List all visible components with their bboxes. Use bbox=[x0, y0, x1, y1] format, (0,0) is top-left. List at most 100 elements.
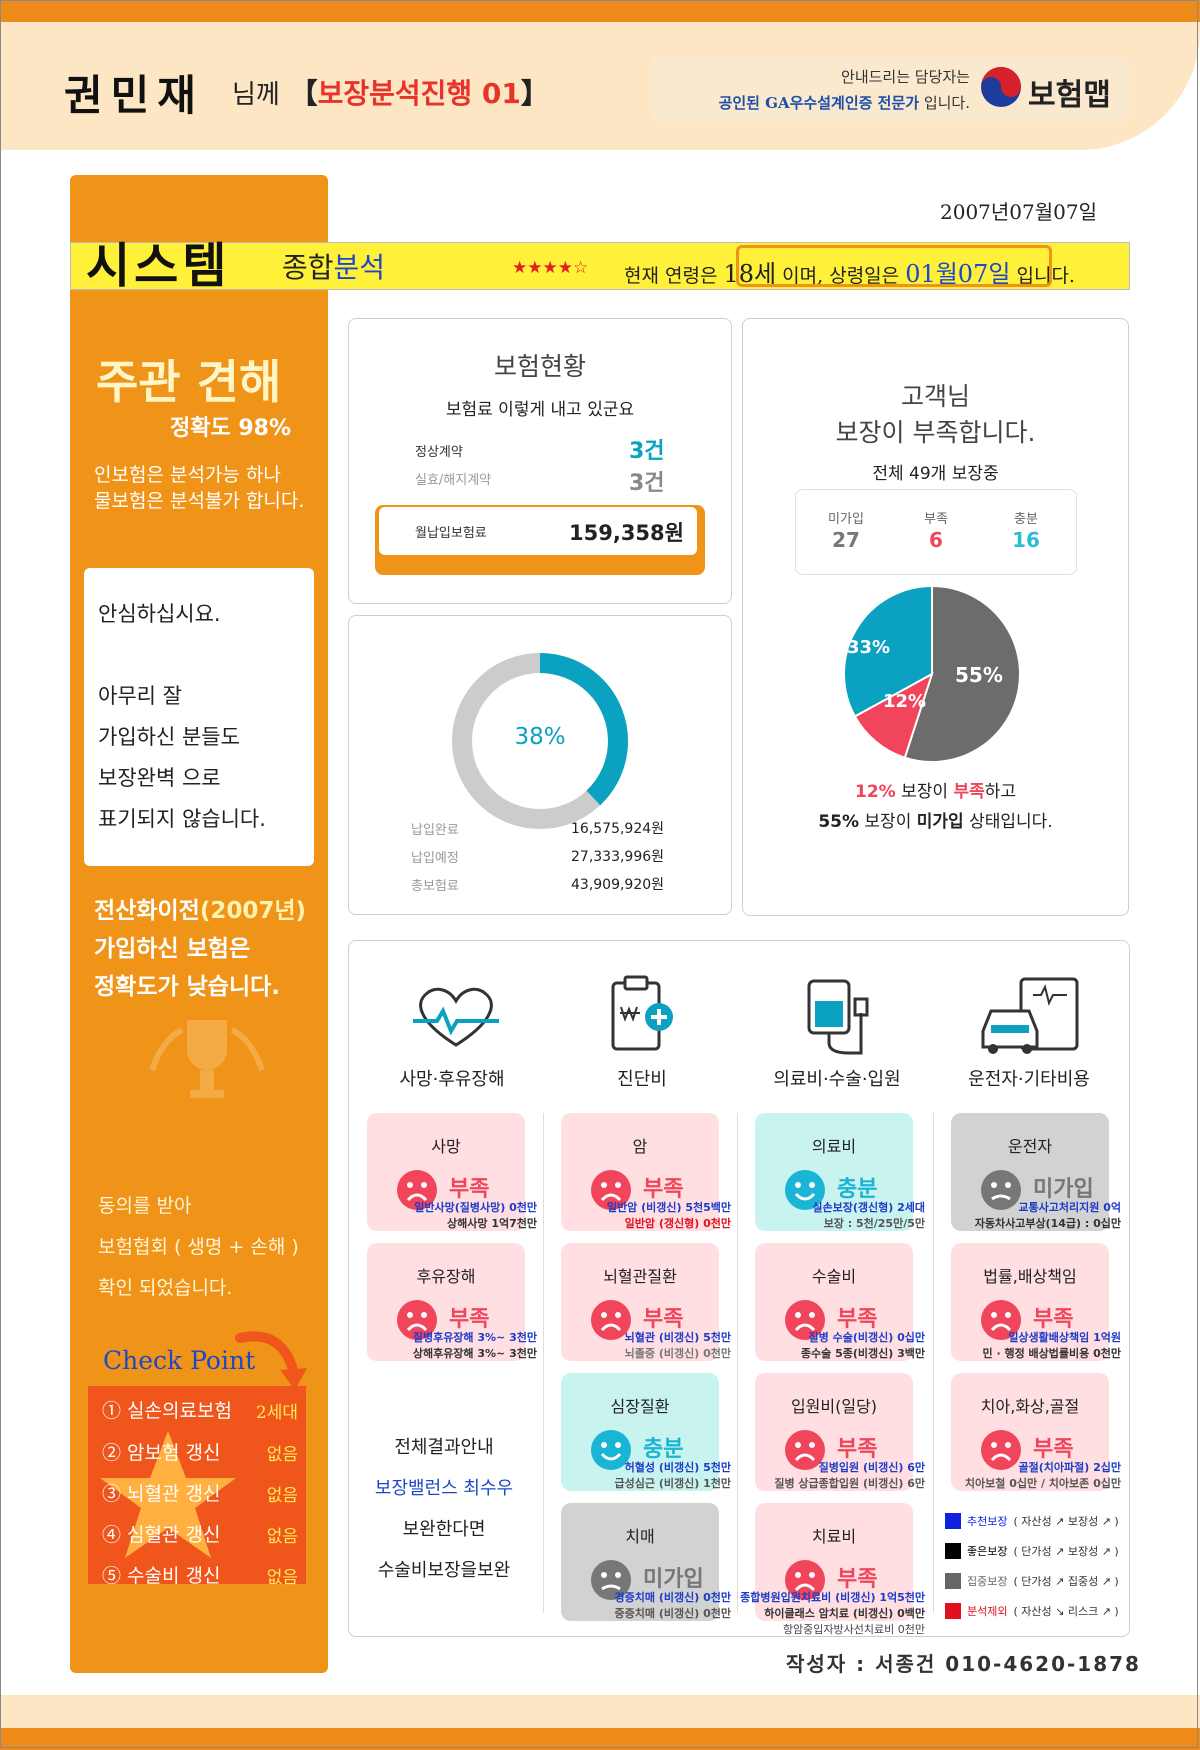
monthly-premium-inner: 월납입보험료 159,358원 bbox=[377, 505, 699, 557]
tile-line2: 치아보철 0십만 / 치아보존 0십만 bbox=[964, 1477, 1121, 1490]
checkpoint-label-4: ④ 심혈관 갱신 bbox=[102, 1524, 221, 1546]
heart-pulse-icon bbox=[413, 987, 499, 1047]
legend-label: 분석제외 bbox=[967, 1605, 1008, 1618]
trophy-watermark-icon bbox=[149, 1020, 265, 1098]
tile-status: 미가입 bbox=[1033, 1177, 1094, 1202]
tile-status: 부족 bbox=[837, 1307, 878, 1332]
tile-driver[interactable]: 운전자 미가입 교통사고처리지원 0억 자동차사고부상(14급) : 0십만 bbox=[951, 1113, 1121, 1231]
sad-face-icon bbox=[397, 1170, 437, 1210]
tile-line1: 실손보장(갱신형) 2세대 bbox=[812, 1201, 925, 1214]
note2-word: 미가입 bbox=[916, 812, 964, 832]
car-document-icon bbox=[981, 977, 1079, 1054]
monthly-premium-value: 159,358원 bbox=[569, 521, 684, 545]
checkpoint-label-5: ⑤ 수술비 갱신 bbox=[102, 1565, 221, 1587]
tile-title: 치료비 bbox=[811, 1527, 857, 1546]
contact-rest: 입니다. bbox=[919, 94, 970, 112]
lapsed-contract-value: 3건 bbox=[629, 471, 665, 496]
checkpoint-label-1: ① 실손의료보험 bbox=[102, 1400, 232, 1422]
sad-face-icon bbox=[785, 1560, 825, 1600]
agree-line1: 동의를 받아 bbox=[98, 1195, 192, 1217]
tile-title: 심장질환 bbox=[610, 1397, 670, 1416]
pre-2007-note: 전산화이전(2007년) 가입하신 보험은 정확도가 낮습니다. bbox=[94, 892, 306, 1006]
legend-desc: ( 자산성 ↗ 보장성 ↗ ) bbox=[1013, 1515, 1119, 1528]
tile-disability[interactable]: 후유장해 부족 질병후유장해 3%~ 3천만 상해후유장해 3%~ 3천만 bbox=[367, 1243, 537, 1361]
result-line3: 보완한다면 bbox=[402, 1519, 486, 1540]
tile-dental[interactable]: 치아,화상,골절 부족 골절(치아파절) 2십만 치아보철 0십만 / 치아보존… bbox=[951, 1373, 1121, 1491]
coverage-pie-chart bbox=[843, 584, 1021, 763]
monthly-premium-label: 월납입보험료 bbox=[415, 526, 487, 541]
result-line2: 보장밸런스 최수우 bbox=[374, 1478, 514, 1499]
tile-surgery[interactable]: 수술비 부족 질병 수술(비갱신) 0십만 종수술 5종(비갱신) 3백만 bbox=[755, 1243, 925, 1361]
tile-treatment[interactable]: 치료비 부족 종합병원입원치료비 (비갱신) 1억5천만 하이클래스 암치료 (… bbox=[740, 1503, 925, 1636]
checkpoint-value-1: 2세대 bbox=[255, 1403, 298, 1423]
tile-death[interactable]: 사망 부족 일반사망(질병사망) 0천만 상해사망 1억7천만 bbox=[367, 1113, 537, 1231]
pre-line1-a: 전산화이전 bbox=[94, 898, 200, 924]
tile-line2: 중증치매 (비갱신) 0천만 bbox=[614, 1607, 731, 1620]
enough-value: 16 bbox=[1012, 528, 1040, 552]
tile-line1: 교통사고처리지원 0억 bbox=[1018, 1201, 1121, 1214]
total-label: 총보험료 bbox=[411, 879, 459, 894]
tile-status: 부족 bbox=[643, 1177, 684, 1202]
tile-brain[interactable]: 뇌혈관질환 부족 뇌혈관 (비갱신) 5천만 뇌졸중 (비갱신) 0천만 bbox=[561, 1243, 731, 1361]
tile-line1: 골절(치아파절) 2십만 bbox=[1018, 1461, 1122, 1474]
not-joined-label: 미가입 bbox=[828, 512, 864, 527]
tile-status: 부족 bbox=[643, 1307, 684, 1332]
happy-face-icon bbox=[591, 1430, 631, 1470]
checkpoint-list: ① 실손의료보험 2세대 ② 암보험 갱신 없음 ③ 뇌혈관 갱신 없음 ④ 심… bbox=[88, 1386, 306, 1588]
legend-desc: ( 단가성 ↗ 집중성 ↗ ) bbox=[1013, 1575, 1119, 1588]
pie-slice-미가입 bbox=[903, 584, 1021, 763]
tile-line2: 보장 : 5천/25만/5만 bbox=[823, 1217, 925, 1230]
tile-hospital[interactable]: 입원비(일당) 부족 질병입원 (비갱신) 6만 질병 상급종합입원 (비갱신)… bbox=[755, 1373, 925, 1491]
result-line1: 전체결과안내 bbox=[394, 1437, 494, 1458]
contact-bold: 공인된 GA우수설계인증 전문가 bbox=[718, 94, 920, 112]
normal-contract-value: 3건 bbox=[629, 439, 665, 464]
legend-swatch bbox=[945, 1573, 961, 1589]
coverage-stats-box: 미가입 27 부족 6 충분 16 bbox=[795, 489, 1077, 575]
age-line: 현재 연령은 18세 이며, 상령일은 01월07일 입니다. bbox=[624, 254, 1075, 289]
tile-status: 충분 bbox=[643, 1437, 684, 1462]
tile-liability[interactable]: 법률,배상책임 부족 일상생활배상책임 1억원 민 · 행정 배상법률비용 0천… bbox=[951, 1243, 1121, 1361]
pre-line1-b: (2007년) bbox=[199, 898, 307, 924]
iv-bag-icon bbox=[807, 979, 869, 1055]
honorific: 님께 bbox=[232, 80, 280, 110]
tile-title: 입원비(일당) bbox=[790, 1397, 878, 1416]
tile-medical[interactable]: 의료비 충분 실손보장(갱신형) 2세대 보장 : 5천/25만/5만 bbox=[755, 1113, 925, 1231]
tile-line2: 상해후유장해 3%~ 3천만 bbox=[412, 1347, 537, 1360]
result-line4: 수술비보장을보완 bbox=[377, 1560, 511, 1581]
due-label: 납입예정 bbox=[411, 851, 459, 866]
bracket-close: 】 bbox=[520, 77, 549, 110]
tile-line2: 상해사망 1억7천만 bbox=[447, 1217, 537, 1230]
tile-cancer[interactable]: 암 부족 일반암 (비갱신) 5천5백만 일반암 (갱신형) 0천만 bbox=[561, 1113, 731, 1231]
clipboard-medical-icon bbox=[611, 975, 673, 1051]
age-date: 01월07일 bbox=[905, 260, 1011, 288]
tile-title: 의료비 bbox=[811, 1137, 857, 1156]
tile-line1: 질병입원 (비갱신) 6만 bbox=[818, 1461, 925, 1474]
report-title: 님께 【보장분석진행 01】 bbox=[232, 72, 549, 112]
tile-title: 운전자 bbox=[1007, 1137, 1053, 1156]
customer-name: 권민재 bbox=[64, 71, 204, 120]
donut-fill bbox=[452, 653, 628, 829]
checkpoint-value-2: 없음 bbox=[266, 1445, 298, 1465]
tile-title: 치아,화상,골절 bbox=[980, 1397, 1080, 1416]
sad-face-icon bbox=[981, 1430, 1021, 1470]
age-value: 18세 bbox=[723, 260, 777, 288]
tile-dementia[interactable]: 치매 미가입 경증치매 (비갱신) 0천만 중증치매 (비갱신) 0천만 bbox=[561, 1503, 731, 1621]
sad-face-icon bbox=[591, 1170, 631, 1210]
tile-status: 부족 bbox=[837, 1437, 878, 1462]
tile-line1: 뇌혈관 (비갱신) 5천만 bbox=[624, 1331, 731, 1344]
tile-heart[interactable]: 심장질환 충분 허혈성 (비갱신) 5천만 급성심근 (비갱신) 1천만 bbox=[561, 1373, 731, 1491]
pre-line3: 정확도가 낮습니다. bbox=[94, 974, 281, 1000]
coverage-total: 전체 49개 보장중 bbox=[872, 464, 999, 484]
report-date: 2007년07월07일 bbox=[940, 200, 1097, 224]
tile-status: 부족 bbox=[449, 1177, 490, 1202]
agree-line3: 확인 되었습니다. bbox=[98, 1277, 233, 1299]
pie-slice-충분 bbox=[843, 584, 933, 718]
opinion-title: 주관 견해 bbox=[96, 355, 282, 409]
sad-face-icon bbox=[591, 1300, 631, 1340]
legend-swatch bbox=[945, 1513, 961, 1529]
coverage-note1: 12% 보장이 부족하고 bbox=[743, 777, 1128, 802]
tile-line1: 질병후유장해 3%~ 3천만 bbox=[412, 1331, 537, 1344]
agreement-note: 동의를 받아 보험협회 ( 생명 + 손해 ) 확인 되었습니다. bbox=[98, 1186, 299, 1309]
category-diagnosis-label: 진단비 bbox=[617, 1069, 667, 1090]
tile-line2: 일반암 (갱신형) 0천만 bbox=[624, 1217, 731, 1230]
